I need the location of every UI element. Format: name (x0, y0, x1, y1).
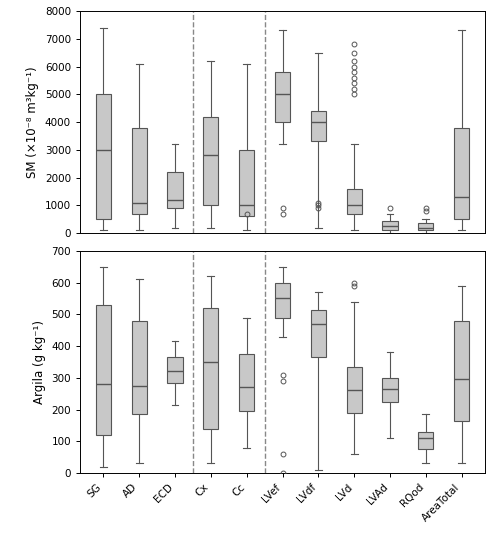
Bar (418, 432, 434, 449)
Bar (132, 128, 146, 214)
Bar (132, 321, 146, 414)
Y-axis label: Argila (g kg⁻¹): Argila (g kg⁻¹) (33, 320, 46, 404)
Bar (311, 310, 326, 357)
Bar (346, 367, 362, 412)
Bar (454, 128, 469, 219)
Bar (96, 305, 111, 435)
Bar (168, 172, 182, 208)
Bar (418, 223, 434, 230)
Bar (96, 94, 111, 219)
Y-axis label: SM (×10⁻⁸ m³kg⁻¹): SM (×10⁻⁸ m³kg⁻¹) (26, 66, 40, 178)
Bar (275, 283, 290, 317)
Bar (239, 354, 254, 411)
Bar (168, 357, 182, 383)
Bar (346, 189, 362, 214)
Bar (454, 321, 469, 421)
Bar (275, 72, 290, 122)
Bar (239, 150, 254, 217)
Bar (382, 378, 398, 402)
Bar (204, 117, 218, 205)
Bar (311, 111, 326, 141)
Bar (382, 221, 398, 230)
Bar (204, 308, 218, 428)
